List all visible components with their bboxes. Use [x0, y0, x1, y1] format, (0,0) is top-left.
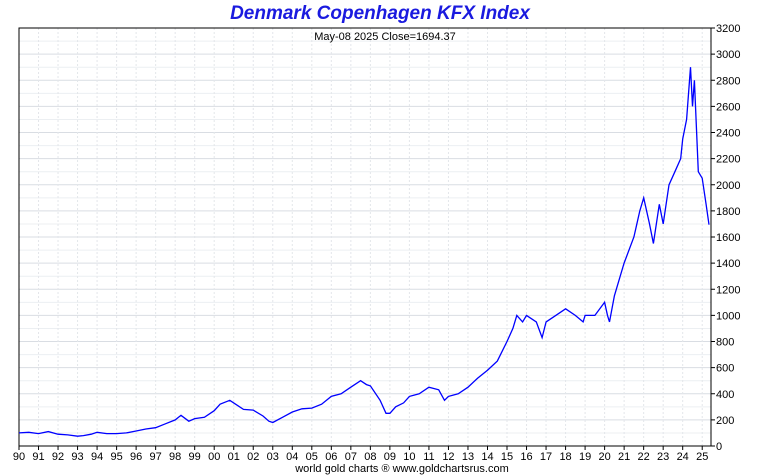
x-tick-label: 14	[481, 451, 493, 463]
x-tick-label: 08	[364, 451, 376, 463]
x-tick-label: 99	[189, 451, 201, 463]
y-tick-label: 1800	[716, 206, 740, 218]
x-tick-label: 05	[306, 451, 318, 463]
x-tick-label: 24	[677, 451, 689, 463]
x-tick-label: 07	[345, 451, 357, 463]
x-tick-label: 04	[286, 451, 298, 463]
x-tick-label: 97	[150, 451, 162, 463]
y-tick-label: 600	[716, 363, 734, 375]
y-tick-label: 1000	[716, 310, 740, 322]
x-tick-label: 91	[32, 451, 44, 463]
x-tick-label: 94	[91, 451, 103, 463]
chart-footer: world gold charts ® www.goldchartsrus.co…	[294, 463, 509, 475]
x-tick-label: 02	[247, 451, 259, 463]
x-tick-label: 23	[657, 451, 669, 463]
y-tick-label: 2000	[716, 180, 740, 192]
y-tick-label: 2800	[716, 75, 740, 87]
y-tick-label: 800	[716, 337, 734, 349]
x-tick-label: 20	[598, 451, 610, 463]
x-tick-label: 15	[501, 451, 513, 463]
y-tick-label: 2600	[716, 101, 740, 113]
x-axis: 90 91 92 93 94 95 96 97 98 99 00 01 02 03 04 05 06 07 08 09…	[13, 446, 708, 463]
x-tick-label: 92	[52, 451, 64, 463]
y-tick-label: 2200	[716, 154, 740, 166]
x-tick-label: 16	[520, 451, 532, 463]
x-tick-label: 06	[325, 451, 337, 463]
chart-subtitle: May-08 2025 Close=1694.37	[314, 31, 456, 43]
y-tick-label: 2400	[716, 128, 740, 140]
x-tick-label: 98	[169, 451, 181, 463]
x-tick-label: 96	[130, 451, 142, 463]
x-tick-label: 03	[267, 451, 279, 463]
x-tick-label: 22	[638, 451, 650, 463]
y-tick-label: 1400	[716, 258, 740, 270]
y-tick-label: 400	[716, 389, 734, 401]
x-tick-label: 10	[403, 451, 415, 463]
y-tick-label: 1600	[716, 232, 740, 244]
x-tick-label: 11	[423, 451, 434, 463]
x-tick-label: 95	[110, 451, 122, 463]
x-tick-label: 17	[540, 451, 552, 463]
x-tick-label: 93	[71, 451, 83, 463]
x-tick-label: 00	[208, 451, 220, 463]
y-tick-label: 3000	[716, 49, 740, 61]
x-tick-label: 01	[228, 451, 240, 463]
x-tick-label: 19	[579, 451, 591, 463]
x-tick-label: 18	[559, 451, 571, 463]
x-tick-label: 12	[442, 451, 454, 463]
series-line	[18, 67, 710, 437]
x-tick-label: 21	[618, 451, 630, 463]
y-tick-label: 0	[716, 441, 722, 453]
chart-title: Denmark Copenhagen KFX Index	[230, 3, 530, 24]
y-tick-label: 200	[716, 415, 734, 427]
x-tick-label: 90	[13, 451, 25, 463]
y-tick-label: 3200	[716, 23, 740, 35]
y-axis: 0 200 400 600 800 1000 1200 1400 1600 1800 2000 220…	[711, 23, 740, 453]
x-tick-label: 13	[462, 451, 474, 463]
x-tick-label: 09	[384, 451, 396, 463]
y-tick-label: 1200	[716, 284, 740, 296]
x-tick-label: 25	[696, 451, 708, 463]
